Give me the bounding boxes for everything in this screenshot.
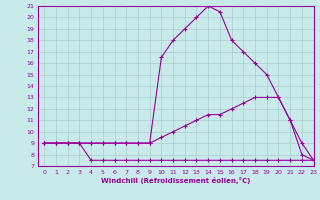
X-axis label: Windchill (Refroidissement éolien,°C): Windchill (Refroidissement éolien,°C) (101, 177, 251, 184)
